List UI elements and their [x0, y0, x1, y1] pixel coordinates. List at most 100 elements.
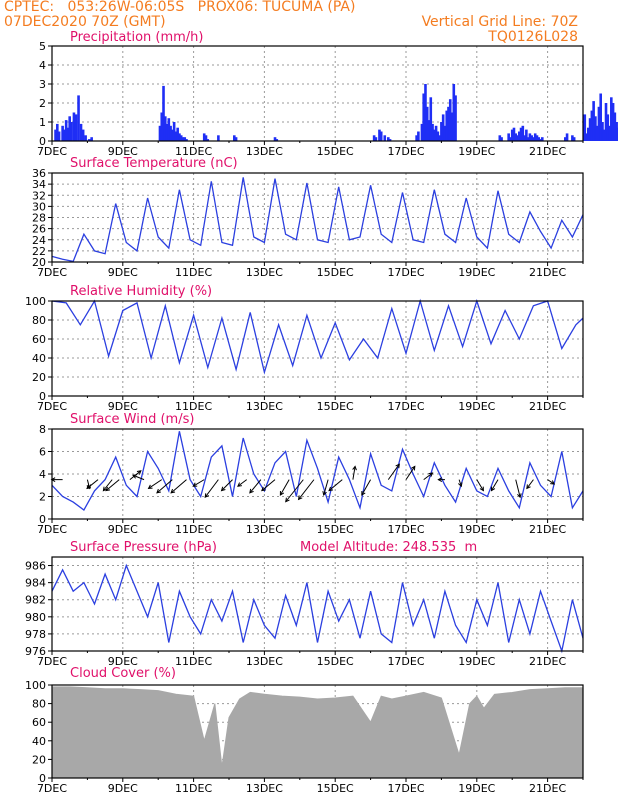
precip-bar	[512, 127, 516, 141]
precip-bar	[532, 137, 535, 141]
wind-arrow-head	[147, 484, 153, 490]
precip-bar	[427, 120, 431, 141]
x-tick-label: 19DEC	[458, 266, 495, 279]
x-tick-label: 21DEC	[529, 400, 566, 413]
wind-arrow-head	[328, 486, 334, 492]
y-tick-label: 3	[39, 78, 46, 91]
wind-arrow	[491, 479, 499, 491]
y-tick-label: 60	[32, 333, 46, 346]
wind-arrow-head	[458, 482, 463, 488]
wind-arrow	[423, 472, 433, 481]
y-tick-label: 20	[32, 256, 46, 269]
precip-bar	[454, 95, 457, 141]
precip-bar	[583, 114, 587, 141]
precip-bar	[438, 135, 441, 141]
precip-bar	[424, 84, 427, 141]
precip-bar	[415, 135, 418, 141]
precip-bar	[172, 122, 176, 141]
wind-arrow-head	[220, 486, 226, 492]
wind-arrow-head	[411, 465, 416, 471]
precip-bar	[525, 129, 528, 141]
precip-bar	[537, 137, 541, 141]
wind-arrow	[237, 479, 247, 487]
wind-arrow	[405, 466, 416, 480]
series-line	[51, 563, 584, 654]
y-tick-label: 4	[39, 468, 46, 481]
x-tick-label: 15DEC	[317, 266, 354, 279]
precip-bar	[387, 137, 390, 141]
y-tick-label: 40	[32, 735, 46, 748]
precip-bar	[500, 137, 503, 141]
precip-bar	[162, 85, 165, 141]
precip-bar	[174, 131, 178, 141]
precip-bar	[572, 137, 576, 141]
wind-arrow-head	[86, 484, 92, 490]
precip-bar	[526, 137, 530, 141]
precip-bar	[420, 123, 424, 141]
wind-arrow-head	[526, 484, 531, 490]
y-tick-label: 2	[39, 97, 46, 110]
wind-arrow-head	[517, 493, 522, 499]
precip-bar	[54, 129, 57, 141]
precip-bar	[374, 137, 378, 141]
wind-arrow	[526, 479, 534, 489]
precip-bar	[514, 133, 518, 141]
plot-frame	[51, 684, 584, 779]
x-tick-label: 21DEC	[529, 655, 566, 668]
y-tick-label: 34	[32, 178, 46, 191]
y-tick-label: 100	[25, 295, 46, 308]
precip-bar	[539, 139, 542, 141]
precip-bar	[533, 133, 537, 141]
x-tick-label: 11DEC	[175, 782, 212, 795]
wind-arrow-head	[136, 470, 142, 475]
y-tick-label: 26	[32, 223, 46, 236]
x-tick-label: 19DEC	[458, 655, 495, 668]
precip-bar	[498, 135, 502, 141]
precip-bar	[179, 135, 183, 141]
wind-arrow	[192, 479, 205, 487]
plot-frame	[51, 172, 584, 263]
x-tick-label: 17DEC	[387, 782, 424, 795]
precip-bar	[163, 116, 167, 141]
precip-bar	[379, 131, 383, 141]
precip-bar	[169, 125, 172, 141]
precip-bar	[372, 135, 376, 141]
wind-arrow-head	[297, 495, 303, 501]
precip-bar	[585, 133, 588, 141]
precip-bar	[383, 135, 387, 141]
y-tick-label: 8	[39, 423, 46, 436]
x-tick-label: 17DEC	[387, 400, 424, 413]
pressure-title: Surface Pressure (hPa)	[70, 540, 217, 555]
wind-arrow	[156, 479, 173, 494]
precip-bar	[590, 110, 594, 141]
plot-frame	[51, 556, 584, 652]
wind-arrow	[279, 479, 290, 496]
precip-bar	[507, 133, 510, 141]
wind-arrow-head	[395, 463, 400, 469]
y-tick-label: 976	[25, 645, 46, 658]
precip-bar	[275, 139, 279, 141]
precip-bar	[509, 137, 512, 141]
model-id: TQ0126L028	[488, 29, 578, 45]
y-tick-label: 982	[25, 594, 46, 607]
y-tick-label: 20	[32, 753, 46, 766]
x-tick-label: 9DEC	[108, 782, 138, 795]
x-tick-label: 7DEC	[37, 400, 67, 413]
wind-arrow	[86, 479, 99, 489]
precip-bar	[68, 116, 71, 141]
precip-bar	[422, 93, 425, 141]
precip-bar	[565, 133, 569, 141]
precip-title: Precipitation (mm/h)	[70, 30, 204, 45]
precip-bar	[611, 103, 615, 141]
precip-bar	[615, 122, 618, 141]
x-tick-label: 13DEC	[246, 400, 283, 413]
x-tick-label: 21DEC	[529, 782, 566, 795]
precip-bar	[165, 123, 169, 141]
wind-arrow	[328, 479, 343, 492]
wind-arrow-head	[105, 486, 111, 492]
precip-bar	[601, 122, 604, 141]
precip-bar	[233, 135, 236, 141]
precip-bar	[158, 125, 162, 141]
precip-bar	[87, 139, 91, 141]
x-tick-label: 15DEC	[317, 523, 354, 536]
